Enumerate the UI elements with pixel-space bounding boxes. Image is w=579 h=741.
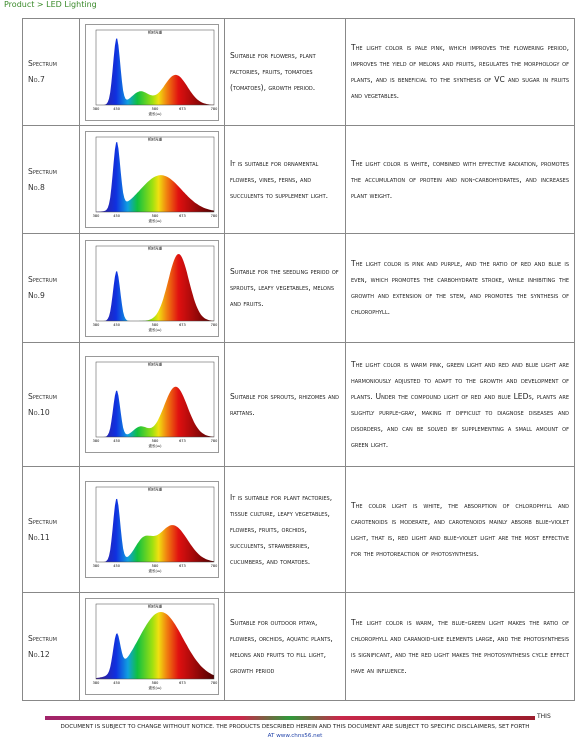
- spectrum-tick: 580: [152, 681, 159, 685]
- spectrum-tick: 780: [211, 214, 218, 218]
- spectrum-tick: 780: [211, 323, 218, 327]
- breadcrumb[interactable]: Product > LED Lighting: [4, 0, 97, 9]
- spectrum-tick: 580: [152, 564, 159, 568]
- spectrum-tick: 780: [211, 681, 218, 685]
- spectrum-axis-label: 波长(nm): [149, 111, 163, 116]
- spectrum-curve: [96, 253, 214, 321]
- spectrum-curve: [96, 612, 214, 679]
- plot-frame: [95, 361, 215, 438]
- spectrum-tick: 673: [179, 681, 186, 685]
- spectrum-label: Spectrum No.7: [22, 18, 80, 126]
- suitable-text: It is suitable for plant factories, tiss…: [224, 466, 346, 593]
- table-row: Spectrum No.11 相对光谱 380 450 580 673 780 波长(nm) I…: [22, 466, 575, 593]
- spectrum-curve: [96, 38, 214, 105]
- spectrum-image-cell: 相对光谱 380 450 580 673 780 波长(nm): [79, 233, 225, 343]
- spectrum-tick: 673: [179, 214, 186, 218]
- spectrum-label: Spectrum No.11: [22, 466, 80, 593]
- spectrum-label: Spectrum No.12: [22, 592, 80, 701]
- spectrum-tick: 673: [179, 323, 186, 327]
- spectrum-tick: 673: [179, 439, 186, 443]
- spectrum-title: 相对光谱: [148, 362, 162, 367]
- footer-notice: DOCUMENT IS SUBJECT TO CHANGE WITHOUT NO…: [20, 723, 570, 741]
- spectrum-tick: 380: [93, 323, 100, 327]
- spectrum-tick: 780: [211, 564, 218, 568]
- table-row: Spectrum No.10 相对光谱 380 450 580 673 780 波长(nm) S…: [22, 342, 575, 467]
- spectrum-title: 相对光谱: [148, 29, 162, 34]
- plot-frame: [95, 136, 215, 213]
- table-row: Spectrum No.12 相对光谱 380 450 580 673 780 波长(nm) S…: [22, 592, 575, 701]
- suitable-text: It is suitable for ornamental flowers, v…: [224, 125, 346, 234]
- spectrum-tick: 580: [152, 323, 159, 327]
- spectrum-title: 相对光谱: [148, 487, 162, 492]
- spectrum-tick: 673: [179, 107, 186, 111]
- spectrum-axis-label: 波长(nm): [149, 568, 163, 573]
- description-text: The light color is warm, the blue-green …: [345, 592, 575, 701]
- spectrum-image: 相对光谱 380 450 580 673 780 波长(nm): [85, 23, 219, 121]
- spectrum-tick: 580: [152, 439, 159, 443]
- spectrum-title: 相对光谱: [148, 245, 162, 250]
- spectrum-title: 相对光谱: [148, 604, 162, 609]
- plot-frame: [95, 245, 215, 321]
- plot-frame: [95, 29, 215, 105]
- notice: DOCUMENT IS SUBJECT TO CHANGE WITHOUT NO…: [60, 724, 530, 730]
- table-row: Spectrum No.9 相对光谱 380 450 580 673 780 波长(nm) Su…: [22, 233, 575, 343]
- spectrum-label: Spectrum No.10: [22, 342, 80, 467]
- suitable-text: Suitable for outdoor pitaya, flowers, or…: [224, 592, 346, 701]
- spectrum-image: 相对光谱 380 450 580 673 780 波长(nm): [85, 239, 219, 337]
- spectrum-axis-label: 波长(nm): [149, 443, 163, 448]
- spectrum-tick: 450: [113, 107, 120, 111]
- description-text: The light color is warm pink, green ligh…: [345, 342, 575, 467]
- spectrum-tick: 450: [113, 564, 120, 568]
- footer-bar: [45, 716, 535, 720]
- spectrum-tick: 380: [93, 107, 100, 111]
- url[interactable]: AT www.chns56.net: [267, 733, 323, 739]
- plot-frame: [95, 486, 215, 563]
- spectrum-image-cell: 相对光谱 380 450 580 673 780 波长(nm): [79, 466, 225, 593]
- spectrum-axis-label: 波长(nm): [149, 685, 163, 690]
- spectrum-tick: 380: [93, 681, 100, 685]
- spectrum-image-cell: 相对光谱 380 450 580 673 780 波长(nm): [79, 342, 225, 467]
- spectrum-image: 相对光谱 380 450 580 673 780 波长(nm): [85, 481, 219, 578]
- spectrum-tick: 580: [152, 107, 159, 111]
- spectrum-axis-label: 波长(nm): [149, 327, 163, 332]
- spectrum-label: Spectrum No.8: [22, 125, 80, 234]
- spectrum-axis-label: 波长(nm): [149, 218, 163, 223]
- spectrum-tick: 673: [179, 564, 186, 568]
- spectrum-tick: 780: [211, 439, 218, 443]
- spectrum-label: Spectrum No.9: [22, 233, 80, 343]
- spectrum-tick: 450: [113, 681, 120, 685]
- spectrum-image-cell: 相对光谱 380 450 580 673 780 波长(nm): [79, 592, 225, 701]
- spectrum-tick: 380: [93, 564, 100, 568]
- footer-notice-start: THIS: [537, 713, 551, 720]
- suitable-text: Suitable for flowers, plant factories, f…: [224, 18, 346, 126]
- spectrum-title: 相对光谱: [148, 137, 162, 142]
- spectrum-table: Spectrum No.7 相对光谱 380 450 580 673 780 波长(nm) Su…: [22, 18, 575, 701]
- spectrum-image-cell: 相对光谱 380 450 580 673 780 波长(nm): [79, 18, 225, 126]
- suitable-text: Suitable for sprouts, rhizomes and ratta…: [224, 342, 346, 467]
- plot-frame: [95, 603, 215, 680]
- spectrum-tick: 450: [113, 214, 120, 218]
- spectrum-tick: 380: [93, 214, 100, 218]
- spectrum-curve: [96, 142, 214, 212]
- spectrum-tick: 380: [93, 439, 100, 443]
- table-row: Spectrum No.7 相对光谱 380 450 580 673 780 波长(nm) Su…: [22, 18, 575, 126]
- spectrum-image: 相对光谱 380 450 580 673 780 波长(nm): [85, 356, 219, 453]
- spectrum-tick: 580: [152, 214, 159, 218]
- spectrum-tick: 450: [113, 323, 120, 327]
- spectrum-image: 相对光谱 380 450 580 673 780 波长(nm): [85, 598, 219, 695]
- description-text: The color light is white, the absorption…: [345, 466, 575, 593]
- spectrum-tick: 450: [113, 439, 120, 443]
- spectrum-curve: [96, 498, 214, 562]
- description-text: The light color is pink and purple, and …: [345, 233, 575, 343]
- description-text: The light color is pale pink, which impr…: [345, 18, 575, 126]
- spectrum-curve: [96, 386, 214, 437]
- spectrum-image-cell: 相对光谱 380 450 580 673 780 波长(nm): [79, 125, 225, 234]
- description-text: The light color is white, combined with …: [345, 125, 575, 234]
- table-row: Spectrum No.8 相对光谱 380 450 580 673 780 波长(nm) It…: [22, 125, 575, 234]
- spectrum-image: 相对光谱 380 450 580 673 780 波长(nm): [85, 131, 219, 228]
- suitable-text: Suitable for the seedling period of spro…: [224, 233, 346, 343]
- spectrum-tick: 780: [211, 107, 218, 111]
